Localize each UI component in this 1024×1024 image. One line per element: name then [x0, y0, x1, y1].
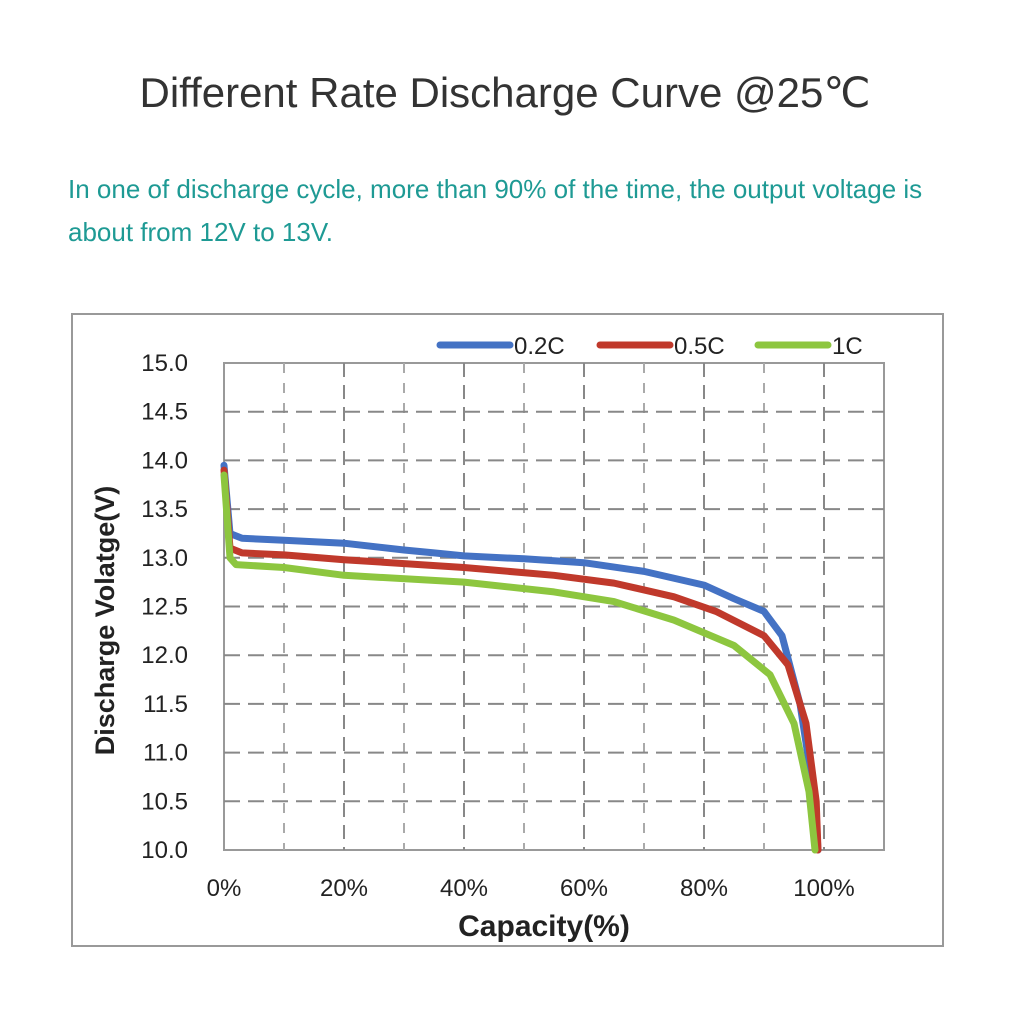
x-axis-label: Capacity(%) [458, 910, 630, 943]
y-tick-label: 10.5 [141, 788, 188, 815]
x-tick-label: 60% [560, 875, 608, 902]
x-tick-label: 80% [680, 875, 728, 902]
chart-subtitle: In one of discharge cycle, more than 90%… [68, 174, 923, 247]
y-tick-label: 10.0 [141, 837, 188, 864]
x-tick-label: 20% [320, 875, 368, 902]
y-tick-label: 11.5 [143, 691, 188, 718]
y-tick-label: 13.5 [141, 496, 188, 523]
y-tick-label: 15.0 [141, 350, 188, 377]
y-tick-label: 13.0 [141, 545, 188, 572]
x-tick-label: 0% [207, 875, 242, 902]
y-tick-label: 14.5 [141, 399, 188, 426]
x-tick-label: 100% [793, 875, 854, 902]
legend-label: 1C [832, 333, 863, 360]
y-tick-label: 12.0 [141, 642, 188, 669]
series-line-0.2C [220, 461, 822, 854]
series-line-0.5C [220, 466, 822, 854]
y-tick-label: 14.0 [141, 447, 188, 474]
legend-label: 0.2C [514, 333, 565, 360]
chart-title: Different Rate Discharge Curve @25℃ [139, 69, 871, 116]
legend-label: 0.5C [674, 333, 725, 360]
series-line-1C [220, 471, 819, 854]
chart-frame [71, 313, 944, 947]
y-axis-label: Discharge Volatge(V) [90, 486, 120, 756]
x-tick-label: 40% [440, 875, 488, 902]
y-tick-label: 12.5 [141, 594, 188, 621]
y-tick-label: 11.0 [143, 740, 188, 767]
